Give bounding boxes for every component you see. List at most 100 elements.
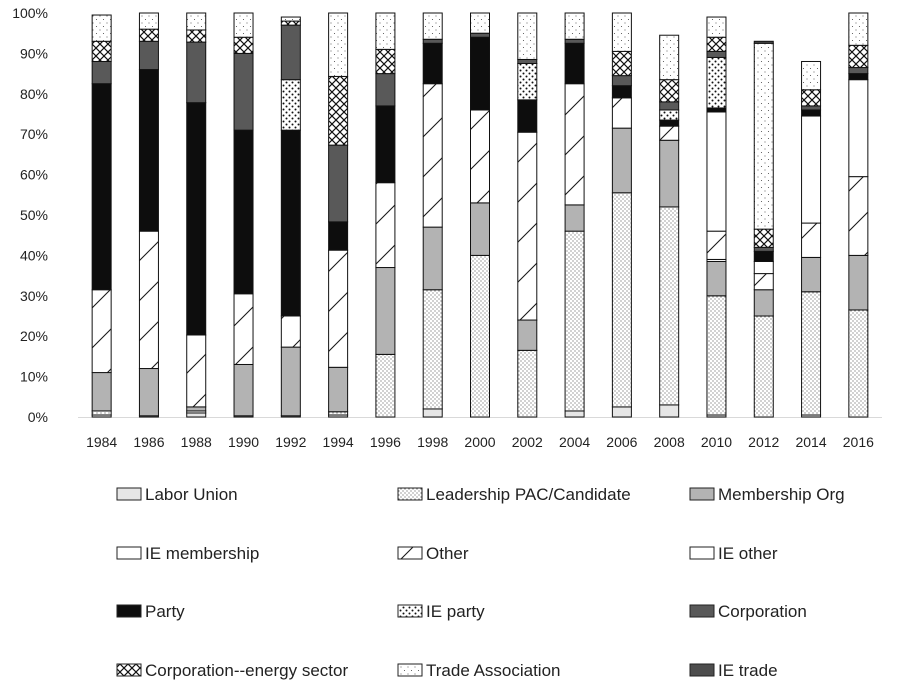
bar-stack-1990: [233, 12, 254, 418]
bar-segment-leadership-pac-candidate: [564, 230, 585, 412]
bar-segment-other: [375, 182, 396, 269]
bar-segment-corporation: [848, 67, 869, 75]
legend-item-corporation: Corporation: [689, 602, 807, 621]
bar-segment-leadership-pac-candidate: [848, 309, 869, 418]
x-tick-label: 1986: [133, 434, 164, 450]
bar-segment-leadership-pac-candidate: [422, 289, 443, 410]
legend-swatch: [116, 487, 142, 501]
bar-segment-leadership-pac-candidate: [91, 410, 112, 416]
bar-segment-corporation-energy-sector: [186, 29, 207, 43]
bar-segment-party: [422, 42, 443, 85]
bar-segment-membership-org: [375, 267, 396, 355]
bar-segment-leadership-pac-candidate: [753, 315, 774, 418]
bar-segment-labor-union: [659, 404, 680, 418]
bar-segment-party: [280, 129, 301, 317]
legend-swatch: [397, 487, 423, 501]
bar-segment-membership-org: [422, 226, 443, 291]
legend-item-membership-org: Membership Org: [689, 485, 845, 504]
y-axis: 0% 10% 20% 30% 40% 50% 60% 70% 80% 90% 100%: [12, 5, 882, 425]
bar-stack-2000: [470, 12, 490, 418]
bar-segment-other: [422, 83, 443, 228]
bar-segment-other: [564, 83, 585, 206]
bar-segment-ie-other: [753, 260, 774, 275]
bar-segment-party: [233, 129, 254, 295]
legend-item-leadership-pac-candidate: Leadership PAC/Candidate: [397, 485, 631, 504]
x-tick-label: 1998: [417, 434, 448, 450]
bar-segment-ie-party: [280, 79, 301, 131]
bar-segment-corporation-energy-sector: [848, 44, 869, 69]
bar-segment-party: [375, 105, 396, 184]
x-tick-label: 2014: [795, 434, 826, 450]
bar-segment-corporation: [659, 101, 680, 111]
y-tick-label: 40%: [20, 247, 48, 263]
bar-segment-party: [517, 99, 538, 133]
bar-segment-membership-org: [801, 256, 822, 293]
bar-segment-membership-org: [328, 366, 349, 413]
bar-segment-trade-association: [564, 12, 585, 40]
x-tick-label: 1996: [370, 434, 401, 450]
legend-swatch: [397, 546, 423, 560]
bar-stack-1986: [138, 12, 159, 418]
bar-segment-ie-other: [706, 111, 727, 232]
bar-segment-corporation-energy-sector: [91, 40, 112, 62]
bar-segment-other: [233, 293, 254, 365]
legend-swatch: [397, 663, 423, 677]
bar-segment-leadership-pac-candidate: [659, 206, 680, 406]
bar-segment-other: [753, 273, 774, 291]
bar-segment-trade-association: [470, 12, 490, 34]
legend-label: Labor Union: [145, 485, 238, 504]
x-tick-label: 2016: [843, 434, 874, 450]
bar-segment-ie-trade: [753, 40, 774, 44]
bar-segment-corporation-energy-sector: [280, 20, 301, 26]
bar-segment-labor-union: [564, 410, 585, 418]
bar-segment-trade-association: [138, 12, 159, 30]
bar-segment-corporation-energy-sector: [138, 28, 159, 42]
bar-segment-ie-party: [517, 63, 538, 101]
bar-segment-corporation: [753, 246, 774, 252]
bar-segment-membership-org: [91, 372, 112, 412]
bar-segment-ie-other: [801, 115, 822, 224]
bar-segment-other: [611, 97, 632, 129]
bar-segment-corporation-energy-sector: [801, 89, 822, 107]
legend-swatch: [116, 663, 142, 677]
bar-stack-2012: [753, 40, 774, 418]
bar-segment-membership-org: [233, 363, 254, 417]
bar-segment-party: [801, 109, 822, 117]
bar-segment-leadership-pac-candidate: [375, 353, 396, 418]
x-tick-label: 1988: [181, 434, 212, 450]
bar-stack-2010: [706, 16, 727, 418]
legend-item-other: Other: [397, 544, 469, 563]
bar-segment-corporation: [517, 58, 538, 64]
bar-segment-other: [517, 131, 538, 321]
bar-segment-other: [470, 109, 490, 204]
bar-segment-party: [138, 69, 159, 232]
bar-segment-other: [659, 125, 680, 141]
bar-segment-trade-association: [375, 12, 396, 50]
bar-segment-party: [328, 221, 349, 251]
legend-item-ie-party: IE party: [397, 602, 485, 621]
bar-segment-leadership-pac-candidate: [801, 291, 822, 416]
bar-segment-corporation: [422, 38, 443, 44]
bar-segment-trade-association: [753, 42, 774, 230]
x-tick-label: 2010: [701, 434, 732, 450]
x-tick-label: 1984: [86, 434, 117, 450]
bar-segment-corporation-energy-sector: [611, 50, 632, 77]
y-tick-label: 20%: [20, 328, 48, 344]
bar-segment-corporation: [138, 40, 159, 71]
bar-segment-labor-union: [611, 406, 632, 418]
bar-segment-party: [753, 250, 774, 262]
bar-segment-trade-association: [91, 14, 112, 42]
x-tick-label: 2002: [512, 434, 543, 450]
legend-label: IE party: [426, 602, 485, 621]
bar-segment-party: [564, 42, 585, 85]
bar-segment-party: [848, 73, 869, 81]
legend-swatch: [689, 546, 715, 560]
x-tick-label: 2012: [748, 434, 779, 450]
bar-segment-trade-association: [517, 12, 538, 60]
bar-segment-membership-org: [280, 346, 301, 417]
bar-segment-corporation: [706, 50, 727, 58]
bar-stack-2006: [611, 12, 632, 418]
bar-segment-ie-party: [659, 109, 680, 121]
bar-segment-other: [801, 222, 822, 258]
